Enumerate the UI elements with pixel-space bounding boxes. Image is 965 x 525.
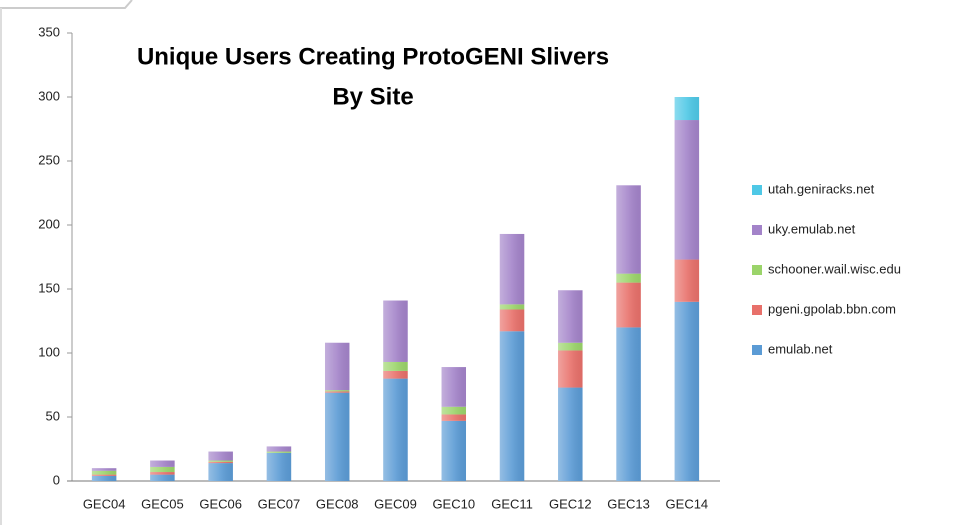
bar-shine: [383, 361, 408, 371]
bar-shine: [324, 391, 350, 393]
legend-label: uky.emulab.net: [768, 221, 856, 236]
legend-swatch: [752, 185, 762, 195]
bar-shine: [499, 304, 525, 310]
x-tick-label: GEC07: [258, 496, 301, 511]
bar-shine: [674, 259, 700, 302]
x-tick-label: GEC14: [666, 496, 709, 511]
bar-shine: [499, 331, 525, 481]
x-tick-label: GEC05: [141, 496, 184, 511]
bar-shine: [383, 300, 408, 362]
x-tick-label: GEC10: [432, 496, 475, 511]
x-tick-label: GEC11: [491, 496, 533, 511]
chart-title: By Site: [332, 83, 413, 110]
bar-shine: [91, 475, 117, 481]
bar-shine: [91, 468, 117, 471]
legend-label: utah.geniracks.net: [768, 181, 875, 196]
bar-shine: [558, 387, 583, 481]
x-tick-label: GEC06: [199, 496, 242, 511]
bar-shine: [558, 290, 583, 343]
bar-shine: [674, 120, 700, 260]
bar-shine: [499, 233, 525, 305]
legend-swatch: [752, 345, 762, 355]
bar-shine: [383, 378, 408, 481]
y-tick-label: 350: [38, 24, 60, 39]
bar-shine: [208, 451, 233, 461]
bar-shine: [208, 463, 233, 481]
bar-shine: [150, 474, 175, 481]
y-tick-label: 300: [38, 88, 60, 103]
bar-shine: [208, 460, 233, 462]
bar-shine: [441, 414, 467, 421]
bar-shine: [499, 309, 525, 332]
bar-shine: [558, 342, 583, 351]
bar-shine: [558, 350, 583, 388]
y-tick-label: 200: [38, 216, 60, 231]
bar-shine: [674, 301, 700, 481]
y-tick-label: 150: [38, 280, 60, 295]
legend-label: schooner.wail.wisc.edu: [768, 261, 901, 276]
y-tick-label: 250: [38, 152, 60, 167]
x-tick-label: GEC13: [607, 496, 650, 511]
bar-shine: [324, 342, 350, 391]
bar-shine: [616, 327, 641, 481]
frame: [0, 0, 133, 9]
bar-shine: [208, 461, 233, 464]
bar-shine: [91, 470, 117, 475]
bar-shine: [441, 406, 467, 415]
bar-shine: [616, 282, 641, 328]
bar-shine: [441, 367, 467, 407]
bar-shine: [441, 420, 467, 481]
bar-shine: [150, 472, 175, 475]
bar-shine: [150, 460, 175, 467]
legend-swatch: [752, 305, 762, 315]
bar-shine: [616, 185, 641, 274]
legend-swatch: [752, 225, 762, 235]
x-tick-label: GEC08: [316, 496, 359, 511]
bar-shine: [674, 97, 700, 121]
y-tick-label: 50: [46, 408, 60, 423]
bar-shine: [266, 452, 292, 481]
x-tick-label: GEC04: [83, 496, 126, 511]
legend-swatch: [752, 265, 762, 275]
bar-shine: [150, 466, 175, 473]
bar-shine: [91, 474, 117, 476]
x-tick-label: GEC09: [374, 496, 417, 511]
bar-shine: [616, 273, 641, 283]
chart-title: Unique Users Creating ProtoGENI Slivers: [137, 43, 609, 70]
bar-shine: [266, 451, 292, 453]
bar-shine: [324, 392, 350, 481]
legend-label: emulab.net: [768, 341, 833, 356]
bar-shine: [266, 446, 292, 452]
bar-shine: [324, 390, 350, 392]
legend-label: pgeni.gpolab.bbn.com: [768, 301, 896, 316]
y-tick-label: 0: [53, 472, 60, 487]
x-tick-label: GEC12: [549, 496, 592, 511]
bar-shine: [383, 370, 408, 379]
y-tick-label: 100: [38, 344, 60, 359]
